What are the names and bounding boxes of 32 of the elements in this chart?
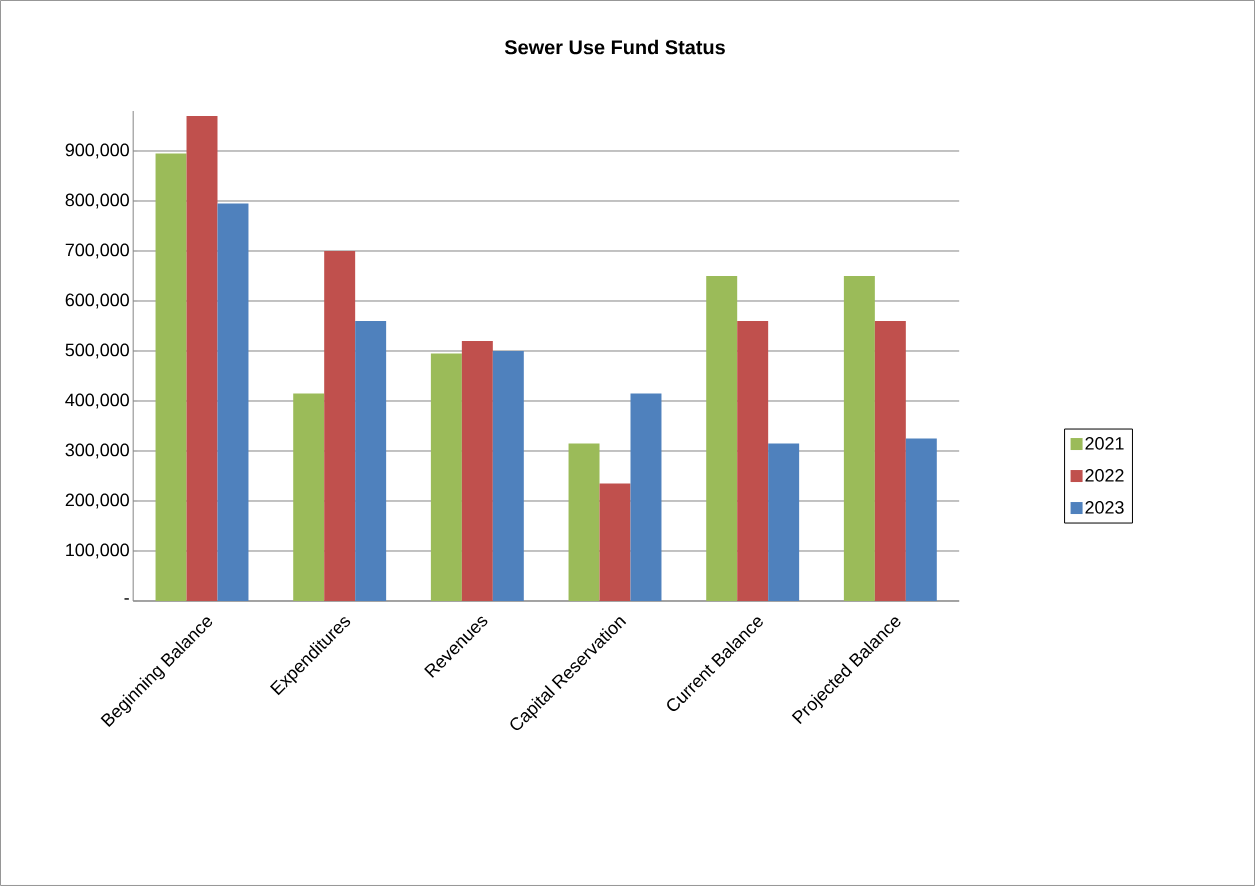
bar [843, 275, 875, 601]
bar [599, 483, 631, 601]
bar [430, 353, 462, 601]
bar [874, 320, 906, 601]
bar [905, 438, 937, 601]
bar [737, 320, 769, 601]
bar [324, 250, 356, 601]
bar [706, 275, 738, 601]
y-tick-label: 700,000 [65, 243, 129, 259]
bar [461, 340, 493, 601]
y-tick-label: 400,000 [65, 393, 129, 409]
y-tick-label: - [124, 598, 129, 600]
y-tick-label: 300,000 [65, 443, 129, 459]
bar [186, 116, 218, 601]
y-tick-label: 600,000 [65, 293, 129, 309]
legend-label: 2023 [1085, 501, 1124, 514]
bar [768, 443, 800, 601]
bar [217, 203, 249, 601]
y-tick-label: 100,000 [66, 543, 129, 559]
bar [155, 153, 187, 601]
bar [355, 320, 387, 601]
y-tick-label: 200,000 [65, 493, 129, 509]
bar [492, 350, 524, 601]
legend-label: 2022 [1085, 469, 1124, 482]
y-tick-label: 800,000 [65, 193, 129, 209]
bar [293, 393, 325, 601]
y-tick-label: 900,000 [65, 143, 129, 159]
chart-title: Sewer Use Fund Status [504, 39, 725, 55]
legend-label: 2021 [1085, 437, 1124, 450]
bar [568, 443, 600, 601]
bar [630, 393, 662, 601]
y-tick-label: 500,000 [65, 343, 129, 359]
